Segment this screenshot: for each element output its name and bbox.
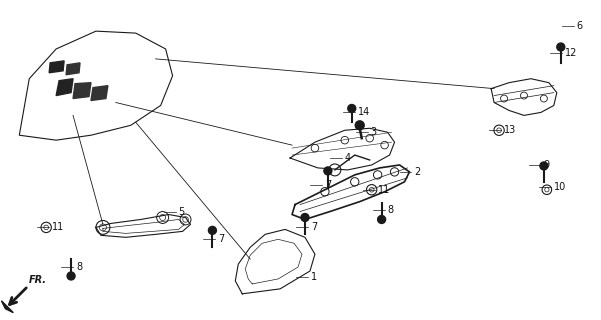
Circle shape [209,227,216,234]
Text: 8: 8 [388,204,394,215]
Text: 12: 12 [565,48,577,58]
Text: 6: 6 [577,21,583,31]
Text: 8: 8 [76,262,82,272]
Circle shape [301,213,309,221]
Text: 7: 7 [325,180,331,190]
Polygon shape [73,83,91,99]
Text: 3: 3 [371,127,377,137]
Circle shape [67,272,75,280]
Circle shape [540,162,548,170]
Polygon shape [1,301,13,313]
Text: 7: 7 [311,222,317,232]
Polygon shape [49,61,64,73]
Text: 10: 10 [554,182,566,192]
Text: 7: 7 [218,234,225,244]
Polygon shape [66,63,80,75]
Circle shape [355,121,364,130]
Polygon shape [56,79,73,96]
Text: 4: 4 [345,153,351,163]
Text: FR.: FR. [29,275,47,285]
Text: 11: 11 [377,185,390,195]
Circle shape [324,167,332,175]
Text: 2: 2 [415,167,421,177]
Text: 13: 13 [504,125,516,135]
Text: 5: 5 [178,206,185,217]
Circle shape [348,105,356,112]
Text: 11: 11 [52,222,64,232]
Text: 14: 14 [358,108,370,117]
Polygon shape [91,86,108,100]
Circle shape [557,43,565,51]
Text: 1: 1 [311,272,317,282]
Text: 9: 9 [544,160,550,170]
Circle shape [377,215,386,223]
